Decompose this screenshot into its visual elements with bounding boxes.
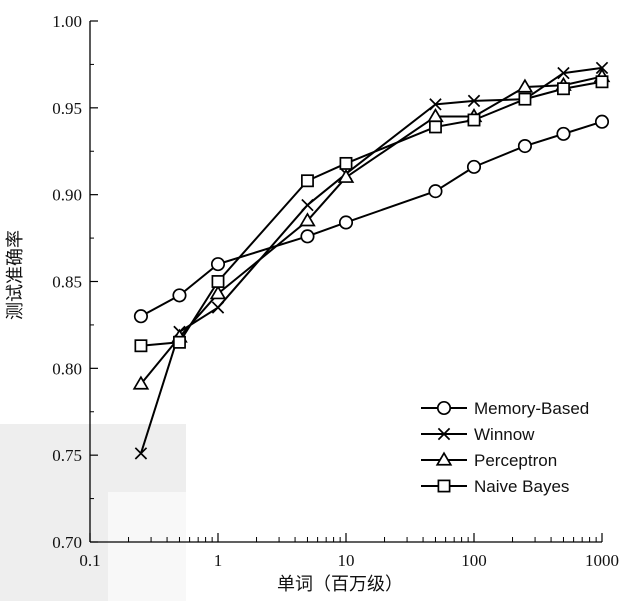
y-axis-title: 测试准确率	[5, 230, 26, 320]
data-point	[209, 285, 227, 300]
legend-marker	[435, 451, 453, 466]
data-point	[134, 339, 148, 353]
data-point	[428, 184, 443, 199]
legend-marker	[437, 427, 451, 441]
legend-item: Perceptron	[421, 451, 557, 470]
series-layer	[132, 61, 611, 460]
data-point	[339, 156, 353, 170]
x-axis-title: 单词（百万级）	[277, 574, 403, 595]
data-point	[132, 375, 150, 390]
series-line	[140, 120, 603, 318]
data-point	[429, 120, 442, 134]
legend-marker	[437, 479, 451, 493]
legend-label: Winnow	[474, 425, 535, 444]
data-point	[516, 78, 534, 93]
data-point	[211, 301, 225, 314]
legend: Memory-Based Winnow Perceptron Naive Bayes	[421, 399, 589, 496]
data-point	[517, 138, 532, 154]
data-point	[556, 126, 571, 141]
data-point	[210, 257, 226, 272]
legend-item: Winnow	[421, 425, 535, 444]
data-point	[172, 288, 187, 303]
legend-label: Perceptron	[474, 451, 557, 470]
y-tick-label: 0.90	[52, 186, 82, 205]
y-tick-label: 0.75	[52, 446, 82, 465]
data-point	[518, 92, 532, 106]
x-tick-label: 100	[461, 551, 487, 570]
y-tick-label: 0.85	[52, 273, 82, 292]
y-axis-ticks: 0.70 0.75 0.80 0.85 0.90 0.95 1.00	[52, 12, 98, 552]
series-perceptron	[132, 68, 611, 390]
legend-item: Naive Bayes	[421, 477, 569, 496]
legend-label: Memory-Based	[474, 399, 589, 418]
series-naive-bayes	[134, 75, 609, 353]
y-tick-label: 0.95	[52, 99, 82, 118]
series-line	[140, 75, 603, 385]
data-point	[134, 447, 148, 460]
x-axis-ticks: 0.1 1 10 100 1000	[79, 533, 619, 570]
data-point	[337, 168, 355, 183]
watermark-background	[0, 424, 186, 601]
data-point	[133, 309, 148, 324]
data-point	[211, 275, 225, 288]
y-tick-label: 1.00	[52, 12, 82, 31]
x-tick-label: 0.1	[79, 551, 100, 570]
data-point	[557, 82, 570, 96]
data-point	[467, 113, 481, 127]
data-point	[338, 215, 354, 230]
data-point	[300, 229, 315, 244]
data-point	[595, 75, 609, 89]
data-point	[301, 198, 314, 212]
data-point	[299, 212, 316, 227]
legend-label: Naive Bayes	[474, 477, 569, 496]
series-line	[140, 80, 603, 347]
x-tick-label: 1	[214, 551, 223, 570]
data-point	[173, 335, 186, 349]
x-tick-label: 10	[338, 551, 355, 570]
data-point	[594, 114, 610, 129]
data-point	[467, 94, 481, 108]
legend-item: Memory-Based	[421, 399, 589, 418]
data-point	[595, 61, 609, 75]
data-point	[557, 66, 570, 80]
data-point	[429, 98, 442, 111]
watermark-block-inner	[108, 492, 186, 601]
x-tick-label: 1000	[585, 551, 619, 570]
y-tick-label: 0.70	[52, 533, 82, 552]
series-line	[139, 66, 603, 454]
series-memory-based	[133, 114, 610, 324]
data-point	[427, 108, 444, 123]
data-point	[301, 174, 314, 188]
legend-marker	[436, 400, 452, 416]
y-tick-label: 0.80	[52, 359, 82, 378]
data-point	[466, 159, 482, 174]
